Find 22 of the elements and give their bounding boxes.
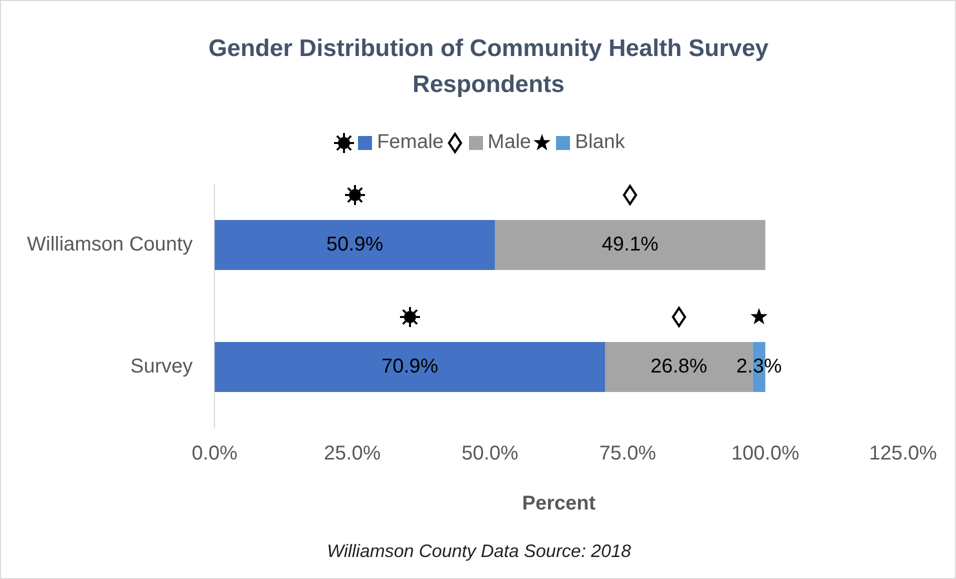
data-label: 26.8% — [650, 356, 708, 378]
legend-label: Female — [376, 131, 444, 154]
data-label: 70.9% — [381, 356, 438, 378]
bar — [494, 220, 766, 270]
bar — [214, 220, 495, 270]
chart-title: Gender Distribution of Community Health Survey Respondents — [207, 34, 770, 100]
text: Williamson County Data Source: 2018 — [326, 541, 632, 562]
legend-label: Male — [488, 131, 532, 154]
data-label: 2.3% — [736, 356, 782, 378]
x-tick-label: 0.0% — [192, 442, 238, 465]
x-tick-label: 75.0% — [599, 442, 656, 465]
x-tick-label: 25.0% — [324, 442, 381, 465]
y-tick-label: Williamson County — [26, 234, 193, 256]
x-tick-label: 100.0% — [731, 442, 800, 465]
data-label: 50.9% — [326, 234, 384, 256]
x-tick-label: 50.0% — [462, 442, 519, 465]
x-axis-title: Percent — [522, 492, 596, 515]
data-label: 49.1% — [602, 234, 659, 256]
y-tick-label: Survey — [130, 356, 193, 378]
x-tick-label: 125.0% — [869, 442, 938, 465]
legend-label: Blank — [575, 131, 626, 154]
bar — [214, 342, 606, 392]
